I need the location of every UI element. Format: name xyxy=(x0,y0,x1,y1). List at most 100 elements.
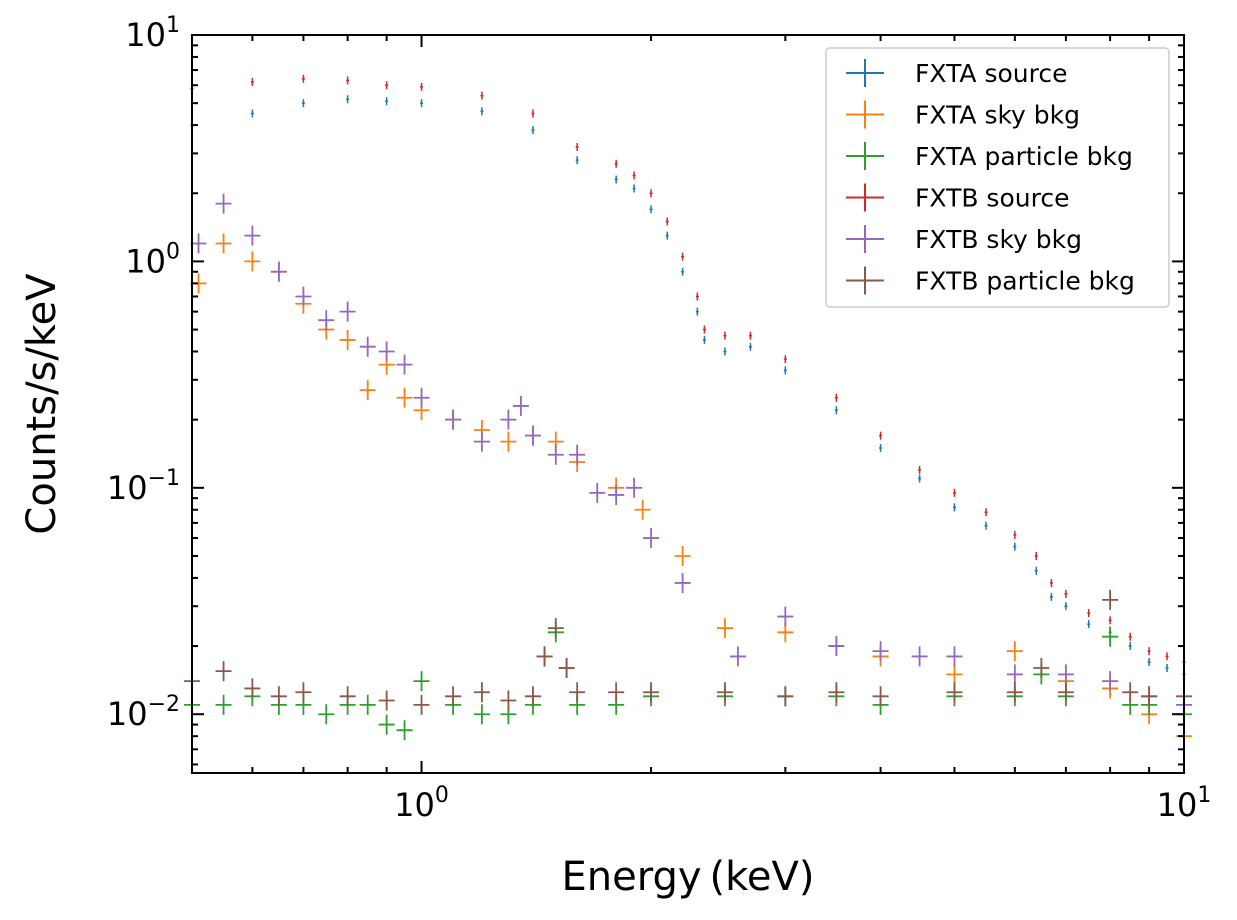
data-point xyxy=(946,664,963,685)
data-point xyxy=(215,661,232,682)
data-point xyxy=(250,109,254,118)
data-point xyxy=(632,184,636,193)
data-point xyxy=(531,126,535,135)
data-point xyxy=(608,484,625,505)
legend-label: FXTA sky bkg xyxy=(915,101,1080,130)
data-point xyxy=(626,477,643,498)
series-fxtb-source xyxy=(190,74,1186,667)
data-point xyxy=(524,686,541,707)
data-point xyxy=(250,78,254,87)
data-point xyxy=(879,443,883,452)
data-point xyxy=(828,636,845,657)
series-fxta-particle-bkg xyxy=(184,622,1192,741)
data-point xyxy=(589,482,606,503)
legend-label: FXTB particle bkg xyxy=(915,267,1135,296)
legend-entry: FXTA source xyxy=(846,59,1067,88)
data-point xyxy=(783,366,787,375)
data-point xyxy=(500,409,517,430)
data-point xyxy=(420,99,424,108)
data-point xyxy=(1033,658,1050,679)
x-tick-label: 100 xyxy=(394,783,449,824)
data-point xyxy=(1064,602,1068,611)
data-point xyxy=(536,646,553,667)
data-point xyxy=(480,91,484,100)
data-point xyxy=(346,95,350,104)
data-point xyxy=(270,261,287,282)
data-point xyxy=(1064,589,1068,598)
data-marks xyxy=(184,74,1192,747)
data-point xyxy=(547,444,564,465)
data-point xyxy=(339,686,356,707)
data-point xyxy=(723,331,727,340)
data-point xyxy=(643,682,660,703)
data-point xyxy=(723,347,727,356)
data-point xyxy=(295,286,312,307)
legend-marker xyxy=(846,183,884,212)
axes-frame xyxy=(191,34,1185,774)
data-point xyxy=(1102,671,1119,692)
data-point xyxy=(695,307,699,316)
data-point xyxy=(828,682,845,703)
data-point xyxy=(1122,682,1139,703)
data-point xyxy=(295,682,312,703)
data-point xyxy=(1147,658,1151,667)
data-point xyxy=(834,406,838,415)
data-point xyxy=(984,508,988,517)
legend: FXTA source FXTA sky bkg FXTA particle bkg… xyxy=(825,47,1170,308)
y-axis-label: Counts/s/keV xyxy=(19,273,65,535)
data-point xyxy=(473,431,490,452)
data-point xyxy=(396,387,413,408)
y-tick-label: 10−1 xyxy=(107,466,180,507)
legend-frame xyxy=(825,47,1170,308)
data-point xyxy=(359,336,376,357)
data-point xyxy=(879,431,883,440)
data-point xyxy=(359,694,376,715)
data-point xyxy=(952,488,956,497)
legend-label: FXTB sky bkg xyxy=(915,225,1082,254)
data-point xyxy=(1102,589,1119,610)
data-point xyxy=(783,355,787,364)
legend-label: FXTA source xyxy=(915,59,1067,88)
data-point xyxy=(748,342,752,351)
data-point xyxy=(702,335,706,344)
data-point xyxy=(413,387,430,408)
data-point xyxy=(346,76,350,85)
data-point xyxy=(473,682,490,703)
data-point xyxy=(777,686,794,707)
data-point xyxy=(558,658,575,679)
legend-label: FXTA particle bkg xyxy=(915,142,1133,171)
data-point xyxy=(695,292,699,301)
data-point xyxy=(716,682,733,703)
data-point xyxy=(270,686,287,707)
series-fxtb-particle-bkg xyxy=(184,589,1192,715)
data-point xyxy=(614,175,618,184)
data-point xyxy=(378,714,395,735)
data-point xyxy=(716,618,733,639)
data-point xyxy=(301,99,305,108)
data-point xyxy=(1165,664,1169,673)
y-tick-label: 100 xyxy=(125,239,180,280)
data-point xyxy=(634,499,651,520)
data-point xyxy=(632,171,636,180)
data-point xyxy=(413,671,430,692)
data-point xyxy=(681,267,685,276)
data-point xyxy=(1013,530,1017,539)
data-point xyxy=(396,354,413,375)
legend-marker xyxy=(846,142,884,170)
data-point xyxy=(473,704,490,725)
data-point xyxy=(1013,542,1017,551)
data-point xyxy=(413,694,430,715)
x-tick-label: 101 xyxy=(1157,783,1212,824)
data-point xyxy=(339,329,356,350)
data-point xyxy=(1057,664,1074,685)
data-point xyxy=(1165,652,1169,661)
legend-marker xyxy=(846,266,884,295)
legend-entry: FXTA particle bkg xyxy=(846,142,1133,171)
x-axis-label: Energy (keV) xyxy=(562,854,815,900)
series-fxta-source xyxy=(190,95,1186,679)
data-point xyxy=(1108,616,1112,625)
data-point xyxy=(215,193,232,214)
legend-marker xyxy=(846,59,884,87)
data-point xyxy=(500,690,517,711)
data-point xyxy=(872,641,889,662)
